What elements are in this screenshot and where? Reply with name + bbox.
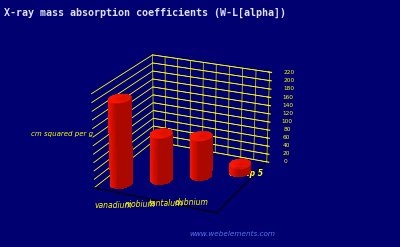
Text: X-ray mass absorption coefficients (W-L[alpha]): X-ray mass absorption coefficients (W-L[…: [4, 7, 286, 18]
Text: www.webelements.com: www.webelements.com: [189, 231, 275, 237]
